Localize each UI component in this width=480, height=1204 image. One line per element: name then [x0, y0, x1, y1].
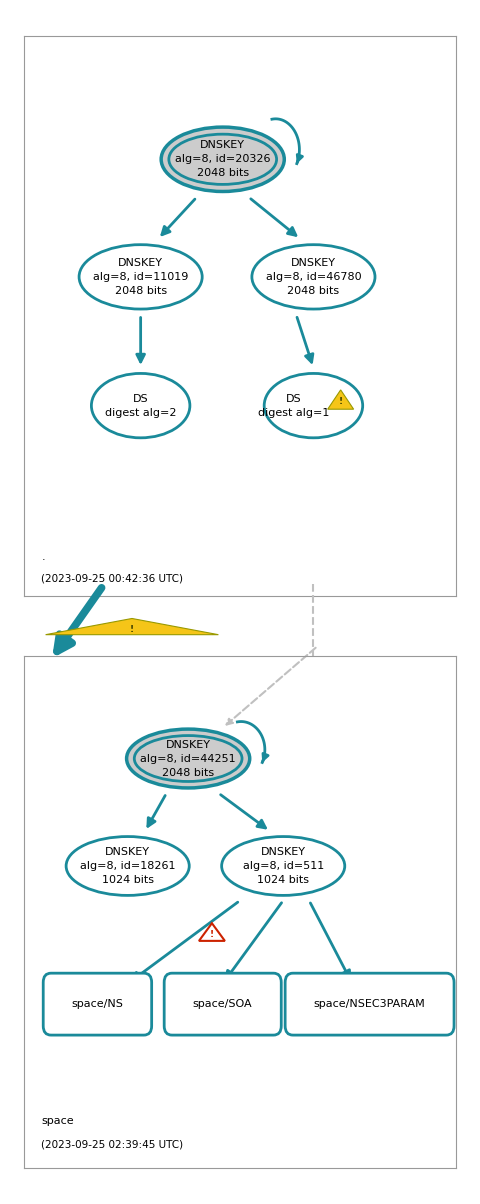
Text: DNSKEY
alg=8, id=44251
2048 bits: DNSKEY alg=8, id=44251 2048 bits — [140, 739, 236, 778]
Polygon shape — [46, 619, 218, 635]
Ellipse shape — [66, 837, 189, 896]
Ellipse shape — [91, 373, 190, 438]
Text: DNSKEY
alg=8, id=46780
2048 bits: DNSKEY alg=8, id=46780 2048 bits — [265, 258, 361, 296]
FancyBboxPatch shape — [285, 973, 454, 1035]
Text: (2023-09-25 00:42:36 UTC): (2023-09-25 00:42:36 UTC) — [41, 574, 183, 584]
Text: .: . — [41, 551, 45, 561]
Ellipse shape — [252, 244, 375, 309]
Polygon shape — [328, 390, 354, 409]
Ellipse shape — [127, 730, 250, 787]
Ellipse shape — [264, 373, 363, 438]
Text: DS
digest alg=1: DS digest alg=1 — [258, 394, 330, 418]
Text: DNSKEY
alg=8, id=11019
2048 bits: DNSKEY alg=8, id=11019 2048 bits — [93, 258, 188, 296]
Polygon shape — [199, 923, 225, 940]
Text: !: ! — [130, 625, 134, 633]
Text: DNSKEY
alg=8, id=20326
2048 bits: DNSKEY alg=8, id=20326 2048 bits — [175, 141, 270, 178]
Text: (2023-09-25 02:39:45 UTC): (2023-09-25 02:39:45 UTC) — [41, 1139, 183, 1150]
Text: space/NSEC3PARAM: space/NSEC3PARAM — [314, 999, 425, 1009]
Ellipse shape — [134, 736, 242, 781]
Text: !: ! — [338, 397, 343, 406]
FancyBboxPatch shape — [164, 973, 281, 1035]
Text: DNSKEY
alg=8, id=18261
1024 bits: DNSKEY alg=8, id=18261 1024 bits — [80, 846, 175, 885]
Ellipse shape — [79, 244, 202, 309]
FancyBboxPatch shape — [43, 973, 152, 1035]
Text: DNSKEY
alg=8, id=511
1024 bits: DNSKEY alg=8, id=511 1024 bits — [242, 846, 324, 885]
Ellipse shape — [161, 128, 284, 191]
Text: space/NS: space/NS — [72, 999, 123, 1009]
Text: !: ! — [210, 929, 214, 939]
Ellipse shape — [222, 837, 345, 896]
Text: DS
digest alg=2: DS digest alg=2 — [105, 394, 176, 418]
Text: space/SOA: space/SOA — [193, 999, 252, 1009]
Text: space: space — [41, 1116, 74, 1127]
Ellipse shape — [169, 134, 276, 184]
